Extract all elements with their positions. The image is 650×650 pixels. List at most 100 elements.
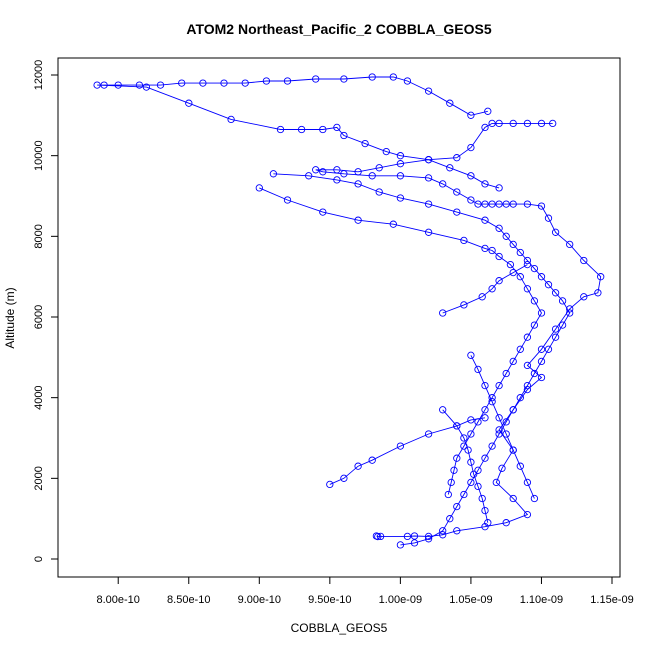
x-tick-label: 8.00e-10: [96, 594, 139, 606]
data-point: [446, 515, 454, 523]
data-point: [537, 202, 546, 210]
data-point: [439, 527, 447, 535]
data-point: [481, 123, 489, 132]
data-point: [488, 442, 496, 450]
data-point: [481, 414, 489, 422]
data-point: [537, 119, 546, 128]
x-tick-label: 9.00e-10: [238, 594, 281, 606]
data-point: [424, 228, 433, 236]
data-point: [368, 172, 376, 180]
y-tick-label: 8000: [33, 224, 45, 248]
data-point: [439, 180, 447, 188]
data-point: [241, 79, 249, 87]
y-tick-label: 12000: [33, 60, 45, 91]
data-point: [396, 152, 405, 160]
data-point: [594, 289, 602, 297]
data-point: [446, 164, 454, 172]
data-point: [297, 125, 306, 134]
data-point: [450, 466, 458, 474]
data-point: [467, 351, 475, 359]
data-point: [447, 478, 455, 487]
data-point: [502, 418, 510, 426]
series-layer: [93, 73, 605, 549]
plot-frame: [57, 57, 621, 578]
data-point: [396, 194, 405, 202]
data-point: [340, 170, 348, 178]
data-point: [495, 277, 503, 285]
data-point: [396, 442, 405, 450]
data-point: [523, 381, 532, 390]
data-point: [495, 224, 503, 232]
data-point: [453, 154, 461, 162]
data-point: [523, 333, 532, 341]
data-point: [389, 220, 397, 228]
data-point: [509, 357, 517, 366]
data-point: [319, 168, 327, 176]
data-point: [453, 422, 461, 430]
data-point: [424, 532, 433, 541]
data-point: [544, 281, 553, 289]
data-point: [566, 240, 574, 249]
data-point: [354, 180, 362, 188]
data-point: [312, 166, 320, 174]
data-point: [516, 345, 524, 353]
data-point: [255, 184, 263, 192]
data-point: [506, 260, 515, 269]
data-point: [354, 462, 362, 470]
chart-title: ATOM2 Northeast_Pacific_2 COBBLA_GEOS5: [186, 21, 491, 37]
data-point: [481, 200, 489, 208]
data-point: [481, 244, 489, 253]
data-point: [551, 289, 560, 297]
data-point: [453, 527, 461, 535]
data-point: [580, 293, 588, 301]
data-point: [439, 309, 447, 317]
data-point: [558, 321, 567, 329]
data-point: [566, 309, 574, 317]
data-point: [523, 256, 532, 265]
data-point: [537, 357, 546, 366]
data-point: [396, 172, 405, 180]
data-point: [424, 156, 433, 164]
data-point: [509, 494, 517, 503]
data-point: [495, 414, 503, 422]
y-tick-label: 2000: [33, 466, 45, 490]
data-point: [382, 147, 390, 156]
data-point: [516, 248, 524, 257]
data-point: [114, 81, 122, 89]
data-point: [340, 474, 348, 482]
x-axis: 8.00e-10 8.50e-10 9.00e-10 9.50e-10 1.00e-09…: [96, 576, 634, 606]
y-tick-label: 10000: [33, 140, 45, 171]
data-point: [375, 164, 383, 172]
data-point: [495, 426, 503, 434]
data-point: [389, 73, 397, 81]
data-point: [498, 464, 506, 472]
data-point: [484, 519, 492, 527]
data-point: [509, 268, 517, 277]
data-point: [453, 208, 461, 216]
data-point: [551, 333, 560, 341]
data-point: [453, 454, 461, 462]
data-point: [566, 305, 574, 313]
data-point: [467, 478, 475, 487]
data-point: [474, 365, 482, 374]
data-point: [396, 541, 405, 549]
data-point: [537, 345, 546, 353]
series-line: [442, 409, 489, 523]
data-point: [530, 494, 539, 503]
data-point: [530, 264, 539, 273]
data-point: [502, 369, 510, 378]
data-point: [220, 79, 228, 87]
data-point: [453, 502, 461, 511]
data-point: [135, 81, 144, 89]
data-point: [269, 170, 278, 178]
data-point: [502, 200, 510, 208]
data-point: [488, 119, 496, 128]
data-point: [481, 216, 489, 224]
data-point: [312, 75, 320, 83]
x-tick-label: 9.50e-10: [308, 594, 351, 606]
data-point: [460, 301, 468, 309]
data-point: [474, 482, 482, 491]
data-point: [523, 510, 532, 519]
data-point: [530, 321, 539, 329]
